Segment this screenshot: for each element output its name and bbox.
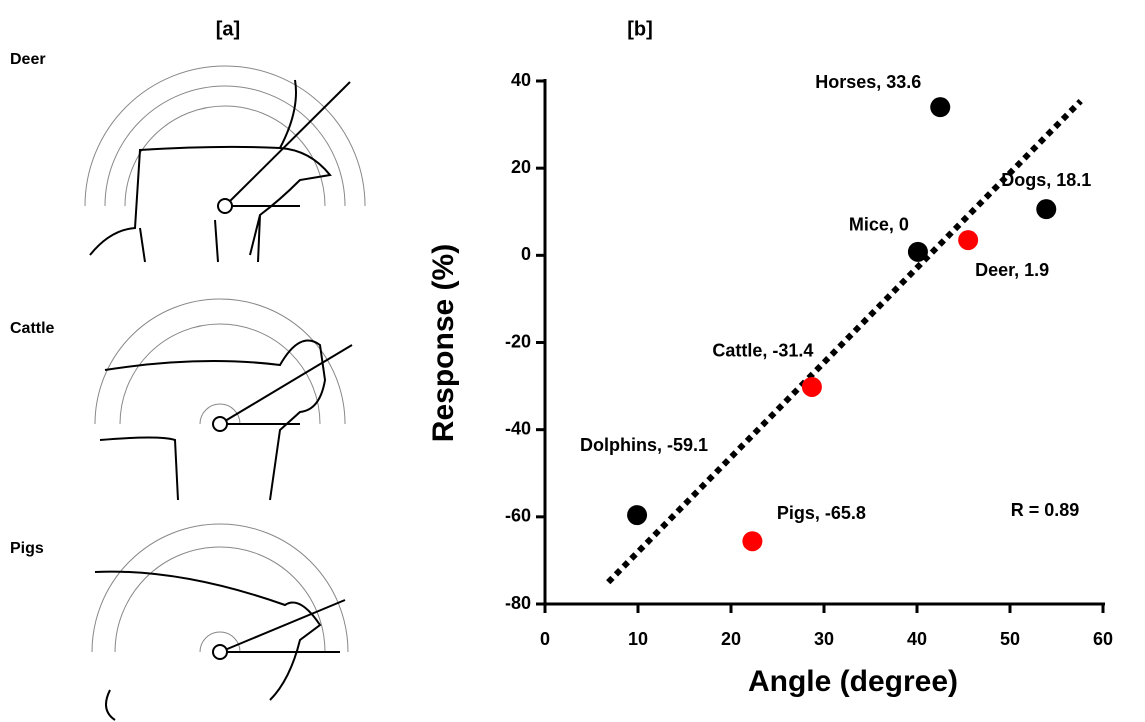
point [742,531,763,552]
point-label: Horses, 33.6 [815,72,921,92]
x-tick-label: 40 [907,629,927,649]
point-label: Pigs, -65.8 [777,503,866,523]
y-tick-label: -20 [505,331,531,351]
x-tick-label: 0 [540,629,550,649]
y-axis-label: Response (%) [427,244,460,442]
point [801,376,822,397]
point-label: Mice, 0 [849,215,909,235]
cattle-protractor [94,298,353,501]
plot-area: -80 -60 -40 -20 0 20 40 0 10 20 30 40 50 60 Angle (deg… [427,70,1113,698]
animal-label: Pigs [10,540,44,557]
point [1036,199,1057,220]
pigs-protractor [91,523,349,721]
panel-label: [a] [216,18,240,40]
point-label: Deer, 1.9 [975,260,1049,280]
point [627,505,648,526]
point-label: Dolphins, -59.1 [580,435,708,455]
y-tick-label: -40 [505,418,531,438]
x-axis-label: Angle (degree) [748,665,958,698]
trendline [606,98,1083,585]
point-label: Dogs, 18.1 [1001,170,1091,190]
x-tick-label: 60 [1093,629,1113,649]
x-tick-label: 50 [1000,629,1020,649]
y-tick-label: 40 [511,70,531,90]
y-tick-label: 0 [521,244,531,264]
x-tick-label: 10 [628,629,648,649]
animal-label: Cattle [10,320,55,337]
y-tick-label: 20 [511,157,531,177]
y-tick-label: -60 [505,506,531,526]
point [958,230,979,251]
point [930,97,951,118]
x-tick-label: 20 [721,629,741,649]
deer-protractor [84,65,366,263]
panel-label: [b] [627,18,653,40]
point-label: Cattle, -31.4 [712,341,813,361]
annotation: R = 0.89 [1011,500,1080,520]
animal-label: Deer [10,51,46,68]
y-tick-label: -80 [505,593,531,613]
x-tick-label: 30 [814,629,834,649]
point [907,241,928,262]
